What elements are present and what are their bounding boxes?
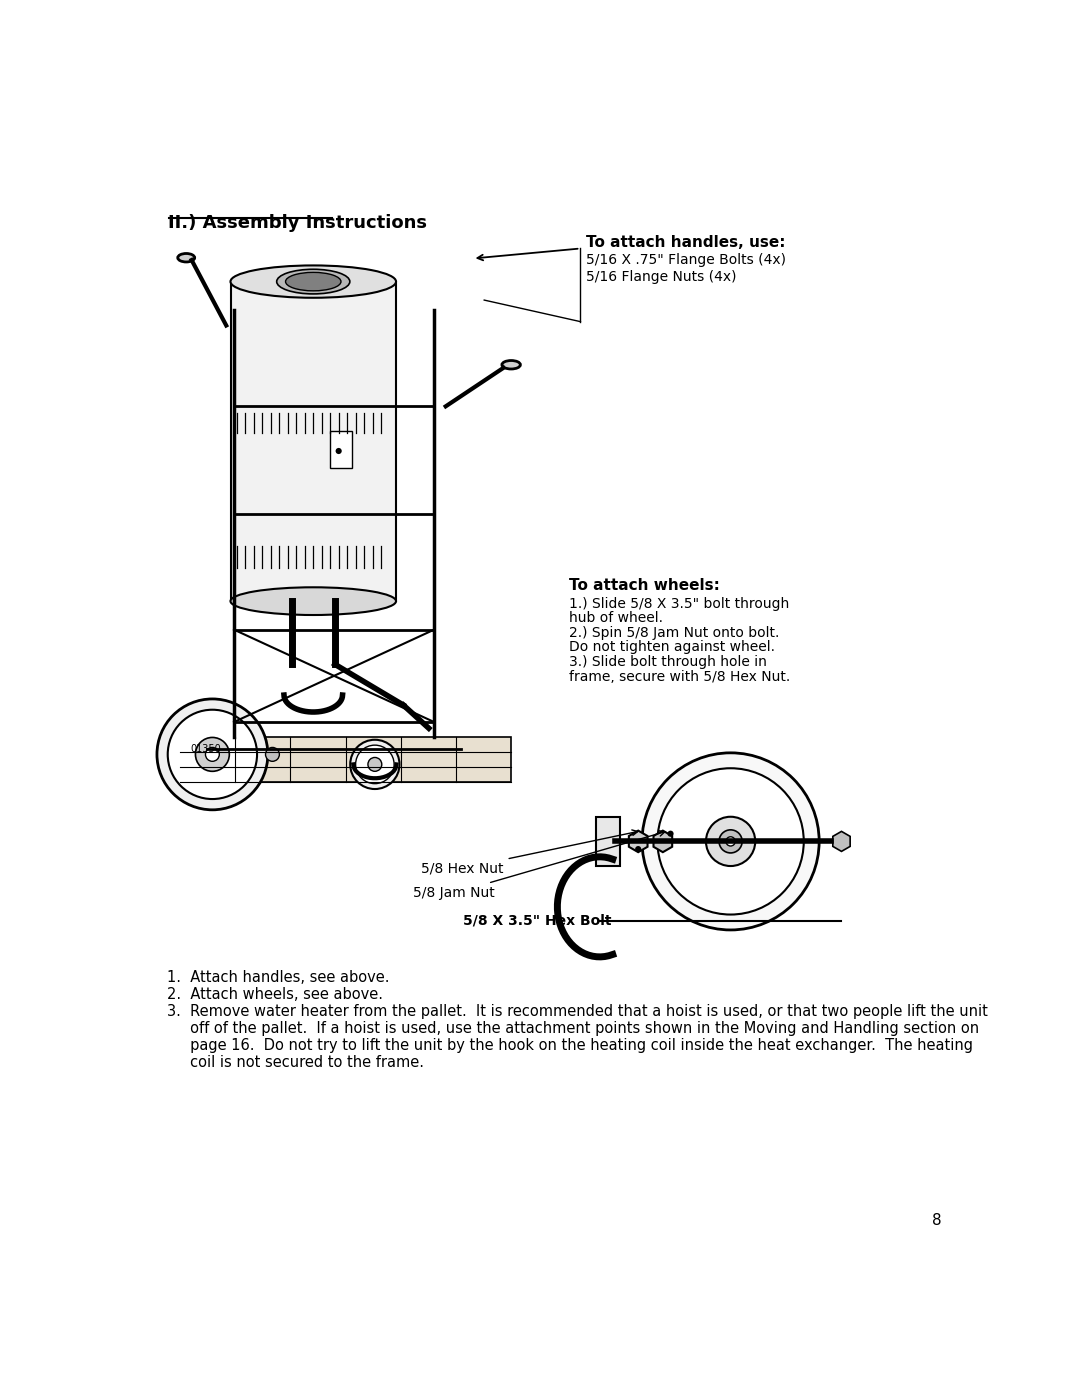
Text: frame, secure with 5/8 Hex Nut.: frame, secure with 5/8 Hex Nut. (569, 669, 791, 683)
Bar (596, 817, 621, 866)
Circle shape (719, 830, 742, 854)
Text: II.) Assembly Instructions: II.) Assembly Instructions (168, 214, 428, 232)
Ellipse shape (276, 270, 350, 293)
Ellipse shape (230, 587, 396, 615)
Text: 1.) Slide 5/8 X 3.5" bolt through: 1.) Slide 5/8 X 3.5" bolt through (569, 597, 789, 610)
Circle shape (642, 753, 819, 930)
Bar (180, 738, 511, 782)
Circle shape (355, 745, 394, 784)
Circle shape (205, 747, 219, 761)
Text: 01350: 01350 (190, 743, 220, 753)
Text: 5/8 Jam Nut: 5/8 Jam Nut (414, 831, 665, 900)
Ellipse shape (230, 265, 396, 298)
Text: 5/8 Hex Nut: 5/8 Hex Nut (421, 830, 638, 876)
Ellipse shape (502, 360, 521, 369)
Text: page 16.  Do not try to lift the unit by the hook on the heating coil inside the: page 16. Do not try to lift the unit by … (167, 1038, 973, 1053)
Circle shape (350, 740, 400, 789)
Circle shape (706, 817, 755, 866)
Text: 5/16 X .75" Flange Bolts (4x): 5/16 X .75" Flange Bolts (4x) (585, 253, 786, 267)
Text: 5/16 Flange Nuts (4x): 5/16 Flange Nuts (4x) (585, 270, 737, 284)
Text: hub of wheel.: hub of wheel. (569, 610, 663, 626)
Circle shape (368, 757, 382, 771)
Ellipse shape (285, 272, 341, 291)
Circle shape (635, 847, 642, 852)
Ellipse shape (178, 253, 194, 263)
Text: off of the pallet.  If a hoist is used, use the attachment points shown in the M: off of the pallet. If a hoist is used, u… (167, 1021, 980, 1035)
Text: 8: 8 (932, 1214, 942, 1228)
Circle shape (336, 448, 341, 454)
Text: 3.) Slide bolt through hole in: 3.) Slide bolt through hole in (569, 655, 767, 669)
Text: To attach wheels:: To attach wheels: (569, 578, 719, 594)
Circle shape (167, 710, 257, 799)
Circle shape (157, 698, 268, 810)
Text: 5/8 X 3.5" Hex Bolt: 5/8 X 3.5" Hex Bolt (462, 914, 611, 928)
Text: 2.) Spin 5/8 Jam Nut onto bolt.: 2.) Spin 5/8 Jam Nut onto bolt. (569, 626, 780, 640)
Text: coil is not secured to the frame.: coil is not secured to the frame. (167, 1055, 424, 1070)
Text: 1.  Attach handles, see above.: 1. Attach handles, see above. (167, 970, 390, 985)
Text: 2.  Attach wheels, see above.: 2. Attach wheels, see above. (167, 986, 383, 1002)
Text: Do not tighten against wheel.: Do not tighten against wheel. (569, 640, 774, 654)
Circle shape (667, 831, 674, 837)
Circle shape (195, 738, 229, 771)
Circle shape (266, 747, 280, 761)
Circle shape (658, 768, 804, 915)
Bar (330, 432, 352, 468)
Circle shape (726, 837, 735, 847)
Bar (231, 282, 396, 601)
Text: To attach handles, use:: To attach handles, use: (585, 235, 785, 250)
Text: 3.  Remove water heater from the pallet.  It is recommended that a hoist is used: 3. Remove water heater from the pallet. … (167, 1004, 988, 1018)
